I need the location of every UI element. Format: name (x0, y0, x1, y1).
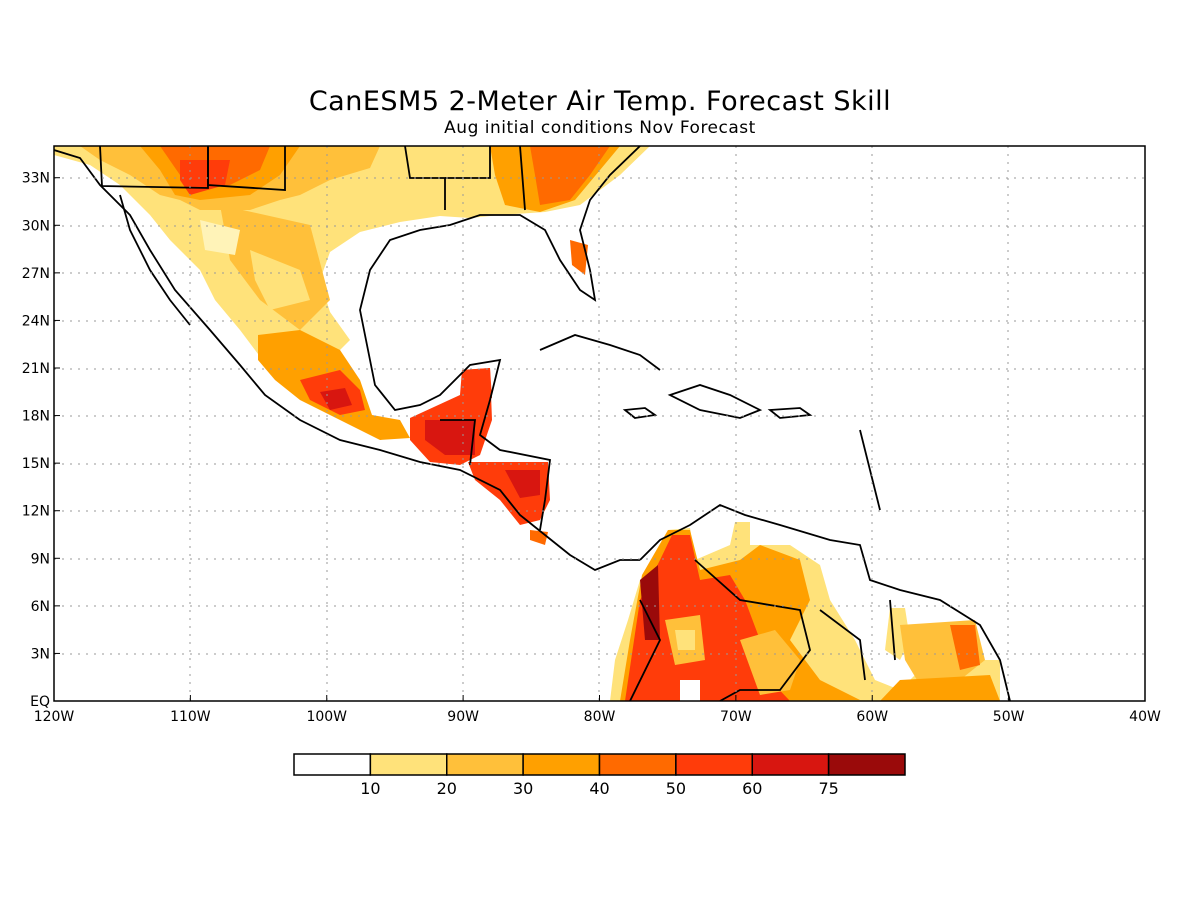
colorbar-label: 10 (360, 779, 380, 798)
lon-tick-label: 80W (584, 709, 616, 725)
lat-tick-label: 30N (22, 218, 50, 234)
colorbar-swatch (751, 753, 830, 776)
lat-tick-label: 3N (31, 646, 50, 662)
lat-tick-label: 9N (31, 551, 50, 567)
lat-tick-label: 15N (22, 456, 50, 472)
colorbar-label: 20 (437, 779, 457, 798)
lat-tick-label: 12N (22, 504, 50, 520)
lat-tick-label: 21N (22, 361, 50, 377)
lon-tick-label: 100W (306, 709, 347, 725)
colorbar-swatch (598, 753, 677, 776)
lat-tick-label: 24N (22, 313, 50, 329)
colorbar-label: 60 (742, 779, 762, 798)
colorbar-label: 50 (666, 779, 686, 798)
skill-shading (54, 146, 1000, 701)
lat-tick-label: 33N (22, 171, 50, 187)
coastline-outlines (54, 146, 1011, 701)
colorbar: 10 20 30 40 50 60 75 (293, 753, 906, 798)
map-subtitle: Aug initial conditions Nov Forecast (444, 118, 756, 138)
colorbar-swatch (675, 753, 753, 776)
colorbar-label: 40 (589, 779, 609, 798)
colorbar-swatch (446, 753, 524, 776)
lon-tick-label: 50W (993, 709, 1025, 725)
colorbar-label: 30 (513, 779, 533, 798)
lat-tick-label: 27N (22, 266, 50, 282)
colorbar-swatch (522, 753, 601, 776)
map-gridlines (54, 146, 1145, 701)
lat-tick-label: 6N (31, 599, 50, 615)
colorbar-swatch (827, 753, 906, 776)
map-title: CanESM5 2-Meter Air Temp. Forecast Skill (308, 86, 892, 117)
lat-tick-label: EQ (30, 694, 50, 710)
map-axes: 120W 110W 100W 90W 80W 70W 60W 50W 40W EQ 3N 6N 9N 12… (22, 171, 1161, 725)
lon-tick-label: 40W (1129, 709, 1161, 725)
lon-tick-label: 110W (170, 709, 211, 725)
lon-tick-label: 70W (720, 709, 752, 725)
lon-tick-label: 120W (34, 709, 75, 725)
colorbar-swatch (293, 753, 372, 776)
lon-tick-label: 60W (856, 709, 888, 725)
lat-tick-label: 18N (22, 409, 50, 425)
colorbar-label: 75 (818, 779, 838, 798)
lon-tick-label: 90W (447, 709, 479, 725)
colorbar-swatch (369, 753, 448, 776)
